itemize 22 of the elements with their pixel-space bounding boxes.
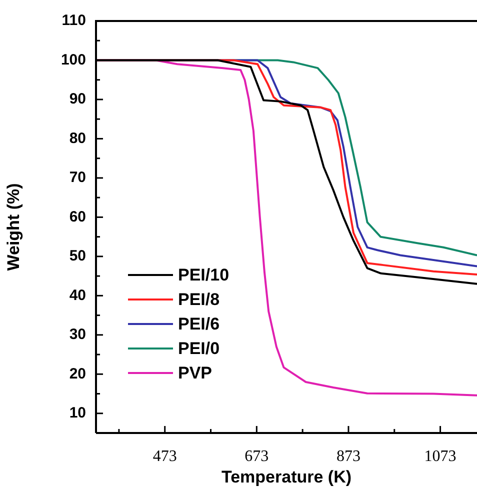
y-tick-label: 40 <box>69 286 86 304</box>
y-tick-label: 60 <box>69 208 86 226</box>
legend-label: PVP <box>178 364 212 383</box>
x-tick-label: 1073 <box>424 448 456 465</box>
y-tick-label: 50 <box>69 248 86 265</box>
x-tick-label: 473 <box>152 448 177 465</box>
y-tick-label: 20 <box>69 365 86 382</box>
x-tick-label: 673 <box>244 448 269 465</box>
y-tick-label: 30 <box>69 326 86 344</box>
y-tick-label: 90 <box>69 90 86 108</box>
legend-label: PEI/10 <box>178 266 230 285</box>
x-axis-title: Temperature (K) <box>221 467 352 486</box>
y-tick-label: 80 <box>69 130 86 147</box>
y-tick-label: 70 <box>69 169 86 186</box>
y-tick-label: 100 <box>60 51 86 68</box>
y-axis-title: Weight (%) <box>4 183 23 271</box>
y-tick-label: 110 <box>62 12 86 30</box>
y-tick-label: 10 <box>69 404 86 422</box>
legend-label: PEI/6 <box>178 314 220 334</box>
legend-label: PEI/0 <box>178 339 220 358</box>
legend-label: PEI/8 <box>178 290 220 310</box>
x-tick-label: 873 <box>336 448 360 465</box>
